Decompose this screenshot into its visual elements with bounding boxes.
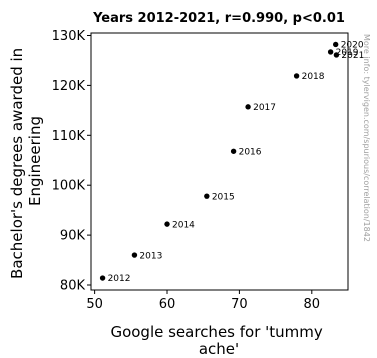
x-axis-ticks: 50 60 70 80 <box>86 290 320 312</box>
data-point <box>230 148 237 154</box>
y-axis-label-line-2: Engineering <box>26 116 44 206</box>
y-axis-label-line-1: Bachelor's degrees awarded in <box>8 48 26 279</box>
plot-area-frame <box>90 32 349 291</box>
data-point <box>293 73 300 79</box>
data-point <box>99 275 106 281</box>
data-point-label: 2017 <box>253 103 276 113</box>
data-point <box>332 41 339 48</box>
x-tick-label: 60 <box>159 297 176 312</box>
data-point <box>333 52 340 58</box>
x-tick-label: 80 <box>304 297 321 312</box>
data-point-label: 2018 <box>302 72 325 82</box>
chart-title: Years 2012-2021, r=0.990, p<0.01 <box>92 11 345 26</box>
y-axis-label: Bachelor's degrees awarded in Engineerin… <box>8 43 44 279</box>
data-point-label: 2021 <box>341 51 364 61</box>
x-tick-label: 50 <box>86 297 103 312</box>
data-point-label: 2014 <box>172 220 195 230</box>
data-point-label: 2013 <box>139 251 162 261</box>
x-axis-label-line-2: ache' <box>199 340 239 358</box>
data-point-label: 2015 <box>212 192 235 202</box>
data-point <box>204 193 210 199</box>
data-point <box>164 221 170 227</box>
source-credit-text: More info: tylervigen.com/spurious/corre… <box>362 34 371 242</box>
data-point <box>131 252 138 258</box>
data-point-label: 2016 <box>239 147 262 157</box>
data-point <box>245 104 251 110</box>
x-tick-label: 70 <box>231 297 248 312</box>
y-axis-ticks: 80K 90K 100K 110K 120K 130K <box>52 29 91 294</box>
data-point <box>327 49 334 55</box>
data-point-label: 2012 <box>108 274 131 284</box>
y-tick-label: 90K <box>60 229 86 244</box>
y-tick-label: 130K <box>52 29 86 44</box>
y-tick-label: 100K <box>52 179 86 194</box>
data-point-label: 2019 <box>336 48 359 58</box>
y-tick-label: 110K <box>52 129 86 144</box>
x-axis-label: Google searches for 'tummy ache' <box>110 323 327 358</box>
y-tick-label: 80K <box>60 279 86 294</box>
data-point-label: 2020 <box>341 41 364 51</box>
x-axis-label-line-1: Google searches for 'tummy <box>110 323 322 341</box>
y-tick-label: 120K <box>52 79 86 94</box>
